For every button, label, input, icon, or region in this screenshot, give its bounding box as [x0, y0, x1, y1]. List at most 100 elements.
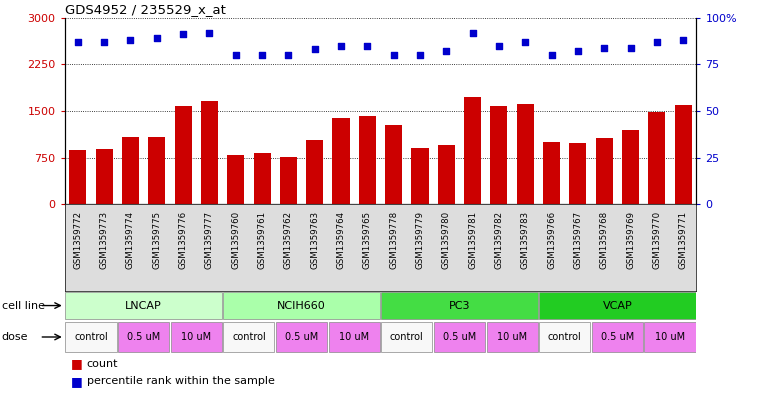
Bar: [224, 321, 275, 353]
Text: GSM1359769: GSM1359769: [626, 211, 635, 269]
Text: cell line: cell line: [2, 301, 45, 310]
Bar: [170, 321, 221, 353]
Bar: [69, 150, 87, 204]
Text: GSM1359776: GSM1359776: [179, 211, 188, 270]
Bar: [645, 321, 696, 353]
Bar: [253, 153, 271, 204]
Point: [414, 52, 426, 58]
Text: LNCAP: LNCAP: [126, 301, 162, 310]
Point: [230, 52, 242, 58]
Bar: [596, 138, 613, 204]
Text: GSM1359765: GSM1359765: [363, 211, 372, 270]
Point: [98, 39, 110, 45]
Bar: [122, 137, 139, 204]
Point: [466, 29, 479, 36]
Bar: [540, 292, 696, 319]
Text: GSM1359772: GSM1359772: [73, 211, 82, 270]
Point: [203, 29, 215, 36]
Point: [309, 46, 321, 53]
Bar: [228, 154, 244, 204]
Text: GSM1359761: GSM1359761: [257, 211, 266, 270]
Text: GSM1359763: GSM1359763: [310, 211, 319, 270]
Point: [677, 37, 689, 43]
Bar: [486, 321, 537, 353]
Text: GSM1359777: GSM1359777: [205, 211, 214, 270]
Text: control: control: [390, 332, 424, 342]
Bar: [280, 157, 297, 204]
Text: GSM1359773: GSM1359773: [100, 211, 109, 270]
Bar: [65, 321, 116, 353]
Bar: [224, 292, 380, 319]
Text: 0.5 uM: 0.5 uM: [285, 332, 318, 342]
Text: control: control: [74, 332, 108, 342]
Bar: [674, 105, 692, 204]
Bar: [306, 140, 323, 204]
Bar: [434, 321, 485, 353]
Text: GSM1359774: GSM1359774: [126, 211, 135, 270]
Text: GSM1359760: GSM1359760: [231, 211, 240, 270]
Bar: [148, 137, 165, 204]
Bar: [569, 143, 587, 204]
Point: [151, 35, 163, 41]
Text: GSM1359780: GSM1359780: [442, 211, 451, 270]
Point: [651, 39, 663, 45]
Bar: [648, 112, 665, 204]
Text: PC3: PC3: [449, 301, 470, 310]
Point: [546, 52, 558, 58]
Bar: [96, 149, 113, 204]
Text: GSM1359766: GSM1359766: [547, 211, 556, 270]
Bar: [333, 118, 349, 204]
Point: [72, 39, 84, 45]
Bar: [412, 148, 428, 204]
Text: GSM1359775: GSM1359775: [152, 211, 161, 270]
Point: [177, 31, 189, 38]
Bar: [385, 125, 403, 204]
Text: ■: ■: [71, 357, 83, 370]
Bar: [381, 292, 537, 319]
Text: GSM1359778: GSM1359778: [389, 211, 398, 270]
Bar: [118, 321, 169, 353]
Bar: [543, 142, 560, 204]
Point: [282, 52, 295, 58]
Text: count: count: [87, 358, 118, 369]
Bar: [65, 292, 221, 319]
Text: 10 uM: 10 uM: [497, 332, 527, 342]
Text: VCAP: VCAP: [603, 301, 632, 310]
Point: [256, 52, 268, 58]
Text: GSM1359764: GSM1359764: [336, 211, 345, 270]
Text: GSM1359783: GSM1359783: [521, 211, 530, 270]
Text: control: control: [232, 332, 266, 342]
Bar: [201, 101, 218, 204]
Bar: [540, 321, 591, 353]
Point: [493, 42, 505, 49]
Text: GSM1359779: GSM1359779: [416, 211, 425, 269]
Bar: [358, 116, 376, 204]
Text: 10 uM: 10 uM: [339, 332, 369, 342]
Bar: [174, 106, 192, 204]
Bar: [517, 104, 533, 204]
Text: GDS4952 / 235529_x_at: GDS4952 / 235529_x_at: [65, 4, 225, 17]
Text: control: control: [548, 332, 581, 342]
Bar: [381, 321, 432, 353]
Text: GSM1359768: GSM1359768: [600, 211, 609, 270]
Bar: [438, 145, 455, 204]
Point: [440, 48, 452, 54]
Point: [572, 48, 584, 54]
Text: 10 uM: 10 uM: [655, 332, 685, 342]
Text: 0.5 uM: 0.5 uM: [443, 332, 476, 342]
Bar: [592, 321, 643, 353]
Text: dose: dose: [2, 332, 28, 342]
Text: NCIH660: NCIH660: [277, 301, 326, 310]
Text: ■: ■: [71, 375, 83, 388]
Bar: [622, 130, 639, 204]
Text: GSM1359770: GSM1359770: [652, 211, 661, 270]
Text: GSM1359762: GSM1359762: [284, 211, 293, 270]
Text: 0.5 uM: 0.5 uM: [600, 332, 634, 342]
Bar: [276, 321, 327, 353]
Point: [625, 44, 637, 51]
Bar: [329, 321, 380, 353]
Point: [387, 52, 400, 58]
Point: [519, 39, 531, 45]
Text: 10 uM: 10 uM: [181, 332, 212, 342]
Text: GSM1359782: GSM1359782: [495, 211, 504, 270]
